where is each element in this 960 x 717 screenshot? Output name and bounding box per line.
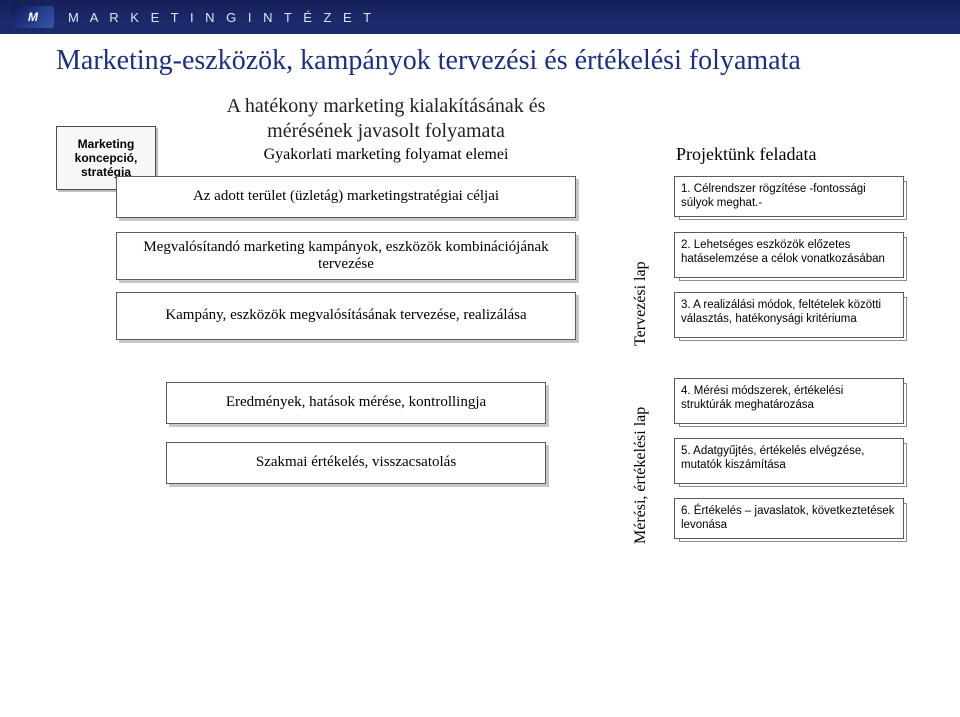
page-title: Marketing-eszközök, kampányok tervezési … <box>56 42 916 80</box>
process-bar: Szakmai értékelés, visszacsatolás <box>166 442 546 484</box>
right-step-box: 4. Mérési módszerek, értékelési struktúr… <box>674 378 904 424</box>
vlabel-top: Tervezési lap <box>632 261 650 346</box>
logo: M <box>12 6 54 28</box>
app-header: M M A R K E T I N G I N T É Z E T <box>0 0 960 34</box>
center-heading: A hatékony marketing kialakításának és m… <box>196 94 576 144</box>
process-bar: Az adott terület (üzletág) marketingstra… <box>116 176 576 218</box>
right-step-box: 5. Adatgyűjtés, értékelés elvégzése, mut… <box>674 438 904 484</box>
right-step-box: 6. Értékelés – javaslatok, következtetés… <box>674 498 904 540</box>
diagram: Marketing koncepció, stratégia A hatékon… <box>56 94 916 634</box>
center-subheading: Gyakorlati marketing folyamat elemei <box>196 146 576 164</box>
process-bar: Eredmények, hatások mérése, kontrollingj… <box>166 382 546 424</box>
page: Marketing-eszközök, kampányok tervezési … <box>56 34 916 634</box>
process-bar: Kampány, eszközök megvalósításának terve… <box>116 292 576 340</box>
right-step-box: 1. Célrendszer rögzítése -fontossági súl… <box>674 176 904 218</box>
right-heading: Projektünk feladata <box>676 144 816 165</box>
vlabel-bottom: Mérési, értékelési lap <box>632 407 650 544</box>
header-title: M A R K E T I N G I N T É Z E T <box>68 10 375 25</box>
right-step-box: 2. Lehetséges eszközök előzetes hatásele… <box>674 232 904 278</box>
right-step-box: 3. A realizálási módok, feltételek közöt… <box>674 292 904 338</box>
process-bar: Megvalósítandó marketing kampányok, eszk… <box>116 232 576 280</box>
